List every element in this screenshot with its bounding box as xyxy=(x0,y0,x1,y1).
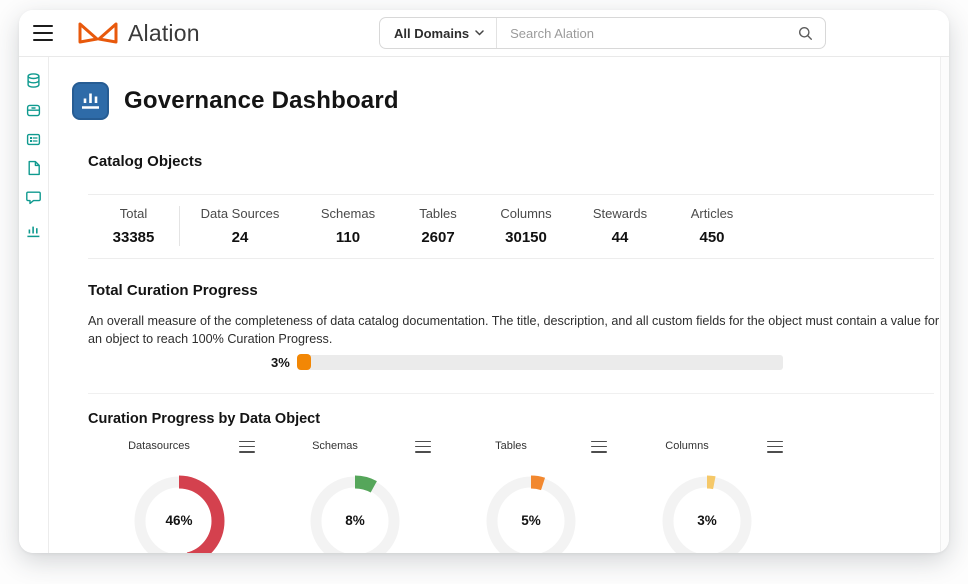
stat-label: Schemas xyxy=(320,206,376,221)
scrollbar[interactable] xyxy=(940,57,949,553)
curation-progress-track xyxy=(296,354,783,370)
stat-label: Columns xyxy=(500,206,552,221)
queries-icon xyxy=(26,104,41,116)
menu-icon[interactable] xyxy=(33,25,53,41)
search-input[interactable]: Search Alation xyxy=(510,25,594,41)
stat-tables: Tables 2607 xyxy=(396,206,480,246)
stat-columns: Columns 30150 xyxy=(480,206,572,246)
documents-icon xyxy=(28,160,40,176)
donut-card-columns: Columns 3% xyxy=(619,439,795,553)
conversations-icon xyxy=(26,191,41,204)
donut-title: Tables xyxy=(495,439,527,452)
donut-card-schemas: Schemas 8% xyxy=(267,439,443,553)
page-title: Governance Dashboard xyxy=(124,87,399,114)
curation-progress-fill xyxy=(296,354,312,370)
chart-context-menu-icon[interactable] xyxy=(415,440,431,453)
sidebar-item-conversations[interactable] xyxy=(23,186,45,208)
page-header: Governance Dashboard xyxy=(72,82,949,120)
stat-value: 2607 xyxy=(421,229,455,246)
donut-card-datasources: Datasources 46% xyxy=(91,439,267,553)
stat-value: 33385 xyxy=(112,229,155,246)
stat-value: 44 xyxy=(611,229,629,246)
search-bar: All Domains Search Alation xyxy=(379,17,826,49)
stat-schemas: Schemas 110 xyxy=(300,206,396,246)
data-sources-icon xyxy=(27,73,40,88)
curation-progress-description: An overall measure of the completeness o… xyxy=(88,314,940,347)
donut-charts: Datasources 46% Sc xyxy=(91,439,949,553)
donut-chart: 8% xyxy=(305,471,405,553)
donut-chart: 3% xyxy=(657,471,757,553)
search-submit[interactable] xyxy=(786,26,825,41)
stat-label: Total xyxy=(119,206,148,221)
catalog-objects-stats: Total 33385 Data Sources 24 Schemas 110 … xyxy=(88,194,934,259)
top-bar: Alation All Domains Search Alation xyxy=(19,10,949,57)
curation-progress-bar-row: 3% xyxy=(271,354,949,370)
search-icon xyxy=(799,26,813,40)
glossary-icon xyxy=(26,133,41,145)
stat-label: Tables xyxy=(419,206,457,221)
donut-chart: 46% xyxy=(129,471,229,553)
dashboard-badge xyxy=(72,82,109,120)
logo-text: Alation xyxy=(128,19,200,46)
domain-filter-label: All Domains xyxy=(394,25,470,41)
stat-total: Total 33385 xyxy=(88,206,180,246)
stat-data-sources: Data Sources 24 xyxy=(180,206,300,246)
sidebar-item-queries[interactable] xyxy=(23,99,45,121)
catalog-objects-heading: Catalog Objects xyxy=(88,153,203,170)
stat-label: Stewards xyxy=(592,206,648,221)
sidebar-item-glossary[interactable] xyxy=(23,128,45,150)
sidebar-item-data-sources[interactable] xyxy=(23,70,45,92)
stat-value: 30150 xyxy=(505,229,547,246)
stat-value: 450 xyxy=(699,229,725,246)
main-content: Governance Dashboard Catalog Objects Tot… xyxy=(49,57,949,553)
donut-title: Columns xyxy=(665,439,709,452)
sidebar-item-analytics[interactable] xyxy=(23,220,45,242)
donut-card-tables: Tables 5% xyxy=(443,439,619,553)
sidebar-item-documents[interactable] xyxy=(23,157,45,179)
chart-context-menu-icon[interactable] xyxy=(591,440,607,453)
domain-filter-dropdown[interactable]: All Domains xyxy=(380,18,498,48)
stat-stewards: Stewards 44 xyxy=(572,206,668,246)
curation-progress-percent: 3% xyxy=(271,354,290,370)
chevron-down-icon xyxy=(475,30,484,36)
stat-label: Data Sources xyxy=(200,206,280,221)
chart-context-menu-icon[interactable] xyxy=(767,440,783,453)
donut-title: Schemas xyxy=(312,439,358,452)
donut-percent-label: 8% xyxy=(345,513,365,528)
alation-logo[interactable]: Alation xyxy=(77,20,200,47)
stat-value: 110 xyxy=(335,229,361,246)
stat-value: 24 xyxy=(231,229,249,246)
donut-percent-label: 46% xyxy=(165,513,193,528)
donut-chart: 5% xyxy=(481,471,581,553)
curation-by-object-heading: Curation Progress by Data Object xyxy=(88,410,321,427)
dashboard-chart-icon xyxy=(82,93,99,109)
curation-progress-heading: Total Curation Progress xyxy=(88,282,258,299)
donut-title: Datasources xyxy=(128,439,190,452)
donut-percent-label: 3% xyxy=(697,513,717,528)
donut-percent-label: 5% xyxy=(521,513,541,528)
left-sidebar xyxy=(19,57,49,553)
section-divider xyxy=(88,392,934,394)
alation-bowtie-icon xyxy=(78,22,118,44)
stat-label: Articles xyxy=(690,206,734,221)
analytics-icon xyxy=(27,226,40,237)
chart-context-menu-icon[interactable] xyxy=(239,440,255,453)
stat-articles: Articles 450 xyxy=(668,206,756,246)
app-window: Alation All Domains Search Alation xyxy=(19,10,949,553)
